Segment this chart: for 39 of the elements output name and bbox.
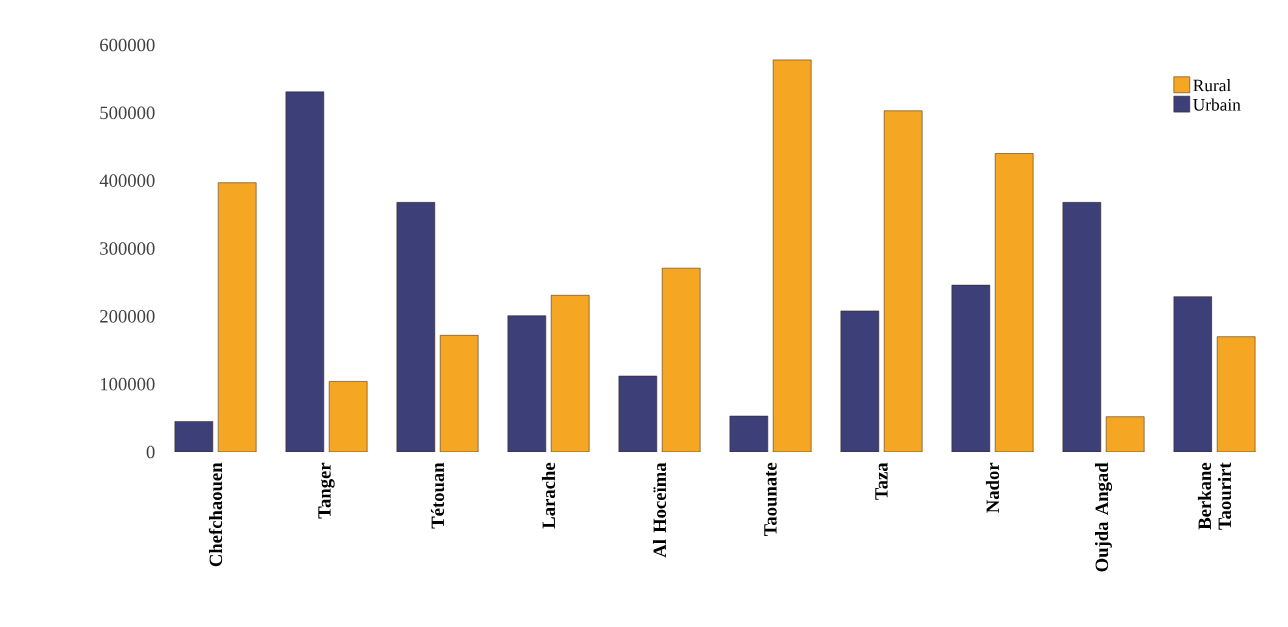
x-tick-label: Taza — [875, 462, 888, 500]
bar — [840, 310, 880, 452]
y-tick-label: 600000 — [100, 38, 155, 52]
bar — [729, 415, 769, 452]
bar — [883, 110, 923, 452]
y-tick-label: 200000 — [100, 310, 155, 323]
bar — [1062, 202, 1102, 452]
x-tick-label: Chefchaouen — [208, 462, 223, 567]
bar — [550, 295, 590, 452]
bar — [951, 284, 991, 452]
x-tick-label: Taounate — [764, 462, 777, 537]
x-tick-label: Al Hoceïma — [652, 462, 667, 558]
bar — [217, 182, 257, 452]
legend-label: Urbain — [1193, 98, 1241, 111]
bar — [285, 91, 325, 452]
bar — [1216, 336, 1256, 452]
y-tick-label: 100000 — [100, 377, 155, 391]
x-tick-label: Tanger — [318, 462, 335, 519]
bar — [618, 375, 658, 452]
y-tick-label: 300000 — [100, 242, 155, 255]
x-tick-label: Nador — [985, 462, 1000, 513]
legend-label: Rural — [1193, 79, 1231, 92]
bar — [507, 315, 547, 452]
bar — [439, 335, 479, 452]
y-tick-label: 0 — [146, 445, 155, 459]
bar — [994, 153, 1034, 452]
x-tick-label: Tétouan — [430, 462, 445, 529]
bar — [1173, 296, 1213, 452]
y-tick-label: 400000 — [99, 174, 155, 187]
bar — [174, 421, 214, 452]
bar — [396, 202, 436, 452]
bar — [328, 381, 368, 452]
x-tick-label: Berkane Taourirt — [1197, 462, 1232, 530]
bar — [661, 267, 701, 452]
bar — [772, 59, 812, 452]
bar — [1105, 416, 1145, 452]
x-tick-label: Oujda Angad — [1094, 462, 1113, 572]
x-tick-label: Larache — [541, 462, 556, 529]
y-tick-label: 500000 — [100, 106, 155, 120]
